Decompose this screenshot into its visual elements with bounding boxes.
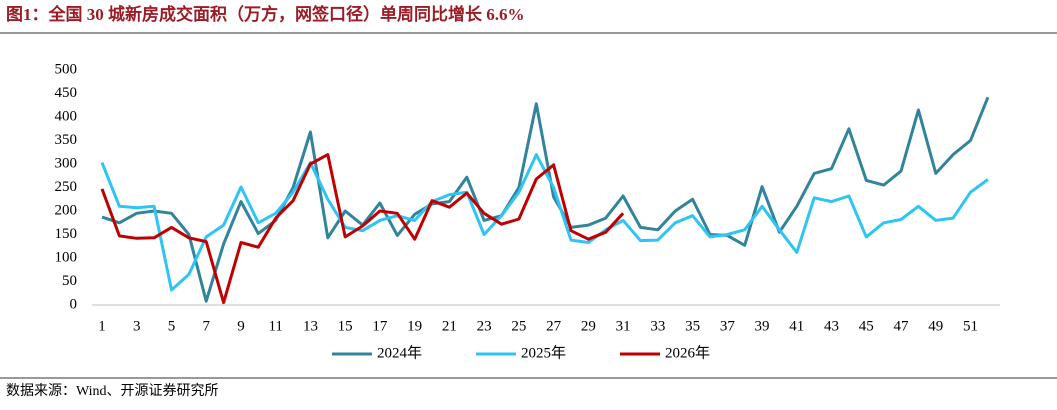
y-tick-label: 250 <box>55 179 78 195</box>
x-tick-label: 39 <box>755 318 770 334</box>
series-line <box>101 96 990 303</box>
x-tick-label: 31 <box>616 318 631 334</box>
y-tick-label: 100 <box>55 249 78 265</box>
series-line <box>100 153 625 305</box>
x-tick-label: 43 <box>824 318 839 334</box>
y-tick-label: 150 <box>55 226 78 242</box>
x-tick-label: 25 <box>511 318 526 334</box>
x-tick-label: 21 <box>442 318 457 334</box>
legend-label: 2026年 <box>665 344 710 361</box>
x-tick-label: 49 <box>928 318 943 334</box>
x-tick-label: 19 <box>407 318 422 334</box>
y-tick-label: 0 <box>70 296 78 312</box>
legend-label: 2024年 <box>377 344 422 361</box>
x-tick-label: 9 <box>237 318 245 334</box>
x-tick-label: 35 <box>685 318 700 334</box>
chart-title: 图1：全国 30 城新房成交面积（万方，网签口径）单周同比增长 6.6% <box>6 4 525 24</box>
y-tick-label: 200 <box>55 202 78 218</box>
x-tick-label: 51 <box>963 318 978 334</box>
x-tick-label: 1 <box>98 318 106 334</box>
x-tick-label: 47 <box>894 318 910 334</box>
y-tick-label: 400 <box>55 108 78 124</box>
y-tick-label: 500 <box>55 61 78 77</box>
y-tick-label: 50 <box>62 273 77 289</box>
x-tick-label: 3 <box>133 318 141 334</box>
x-tick-label: 37 <box>720 318 736 334</box>
x-tick-label: 13 <box>303 318 318 334</box>
x-tick-label: 15 <box>338 318 353 334</box>
x-tick-label: 7 <box>202 318 210 334</box>
y-tick-label: 450 <box>55 85 78 101</box>
legend-label: 2025年 <box>521 344 566 361</box>
x-tick-label: 27 <box>546 318 562 334</box>
x-tick-label: 17 <box>372 318 388 334</box>
x-tick-label: 11 <box>268 318 282 334</box>
x-tick-label: 45 <box>859 318 874 334</box>
y-tick-label: 350 <box>55 132 78 148</box>
x-tick-label: 33 <box>650 318 665 334</box>
source: 数据来源：Wind、开源证券研究所 <box>6 383 219 399</box>
x-tick-label: 23 <box>477 318 492 334</box>
series-line <box>100 153 989 292</box>
x-tick-label: 5 <box>168 318 176 334</box>
y-tick-label: 300 <box>55 155 78 171</box>
x-tick-label: 41 <box>789 318 804 334</box>
x-tick-label: 29 <box>581 318 596 334</box>
